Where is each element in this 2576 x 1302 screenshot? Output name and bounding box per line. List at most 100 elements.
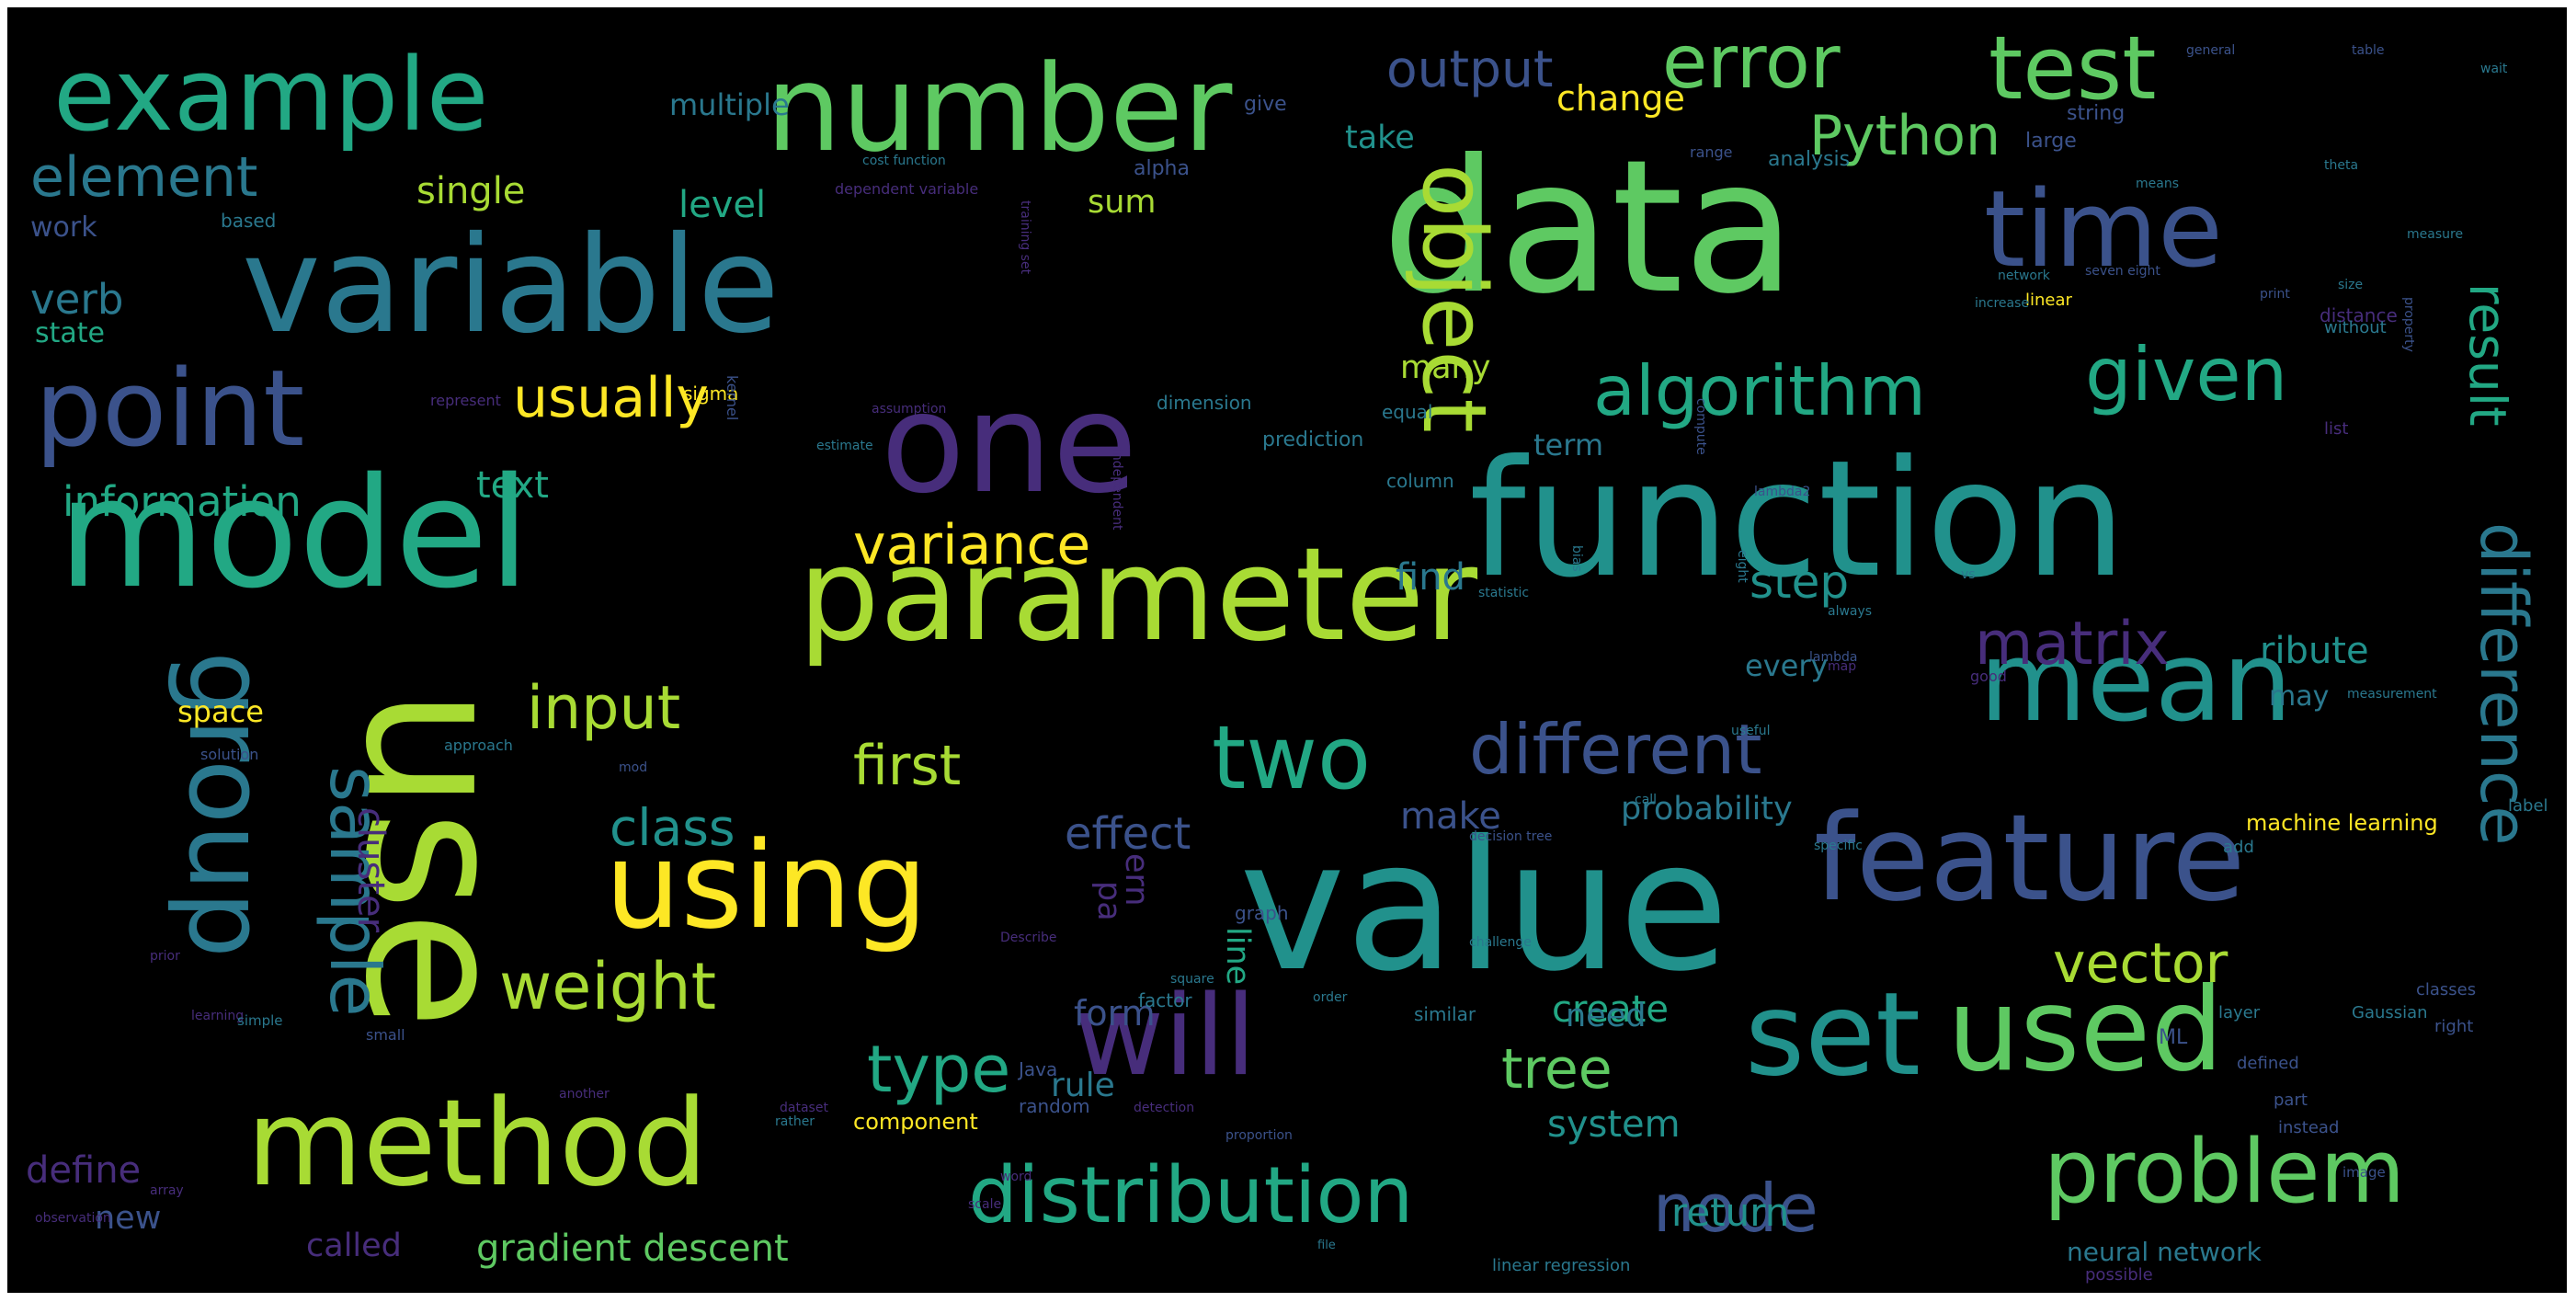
word-function: function: [1469, 427, 2126, 613]
word-measure: measure: [2407, 227, 2464, 242]
word-good: good: [1970, 668, 2007, 685]
word-linear-regression: linear regression: [1492, 1256, 1631, 1275]
word-part: part: [2274, 1091, 2308, 1110]
word-space: space: [177, 694, 264, 729]
word-rule: rule: [1051, 1067, 1115, 1104]
word-based: based: [221, 210, 277, 232]
word-distribution: distribution: [968, 1150, 1414, 1241]
word-variable: variable: [242, 208, 780, 363]
word-useful: useful: [1731, 724, 1771, 738]
word-classes: classes: [2416, 980, 2477, 999]
word-increase: increase: [1975, 296, 2030, 311]
word-give: give: [1244, 93, 1287, 116]
word-square: square: [1170, 972, 1214, 987]
word-lambda: lambda: [1809, 650, 1858, 665]
word-detection: detection: [1134, 1101, 1195, 1115]
word-linear: linear: [2025, 291, 2072, 310]
word-new: new: [95, 1200, 162, 1237]
word-result: result: [2458, 283, 2517, 427]
word-proportion: proportion: [1225, 1128, 1293, 1143]
word-variance: variance: [853, 513, 1091, 577]
word-image: image: [2342, 1164, 2386, 1181]
word-number: number: [766, 39, 1233, 178]
word-information: information: [63, 477, 302, 526]
word-independent: independent: [1110, 449, 1124, 531]
word-random: random: [1019, 1095, 1090, 1117]
word-usually: usually: [513, 366, 709, 430]
word-vs: vs: [1961, 567, 1976, 582]
word-mod: mod: [619, 760, 648, 775]
word-parameter: parameter: [798, 520, 1478, 670]
word-effect: effect: [1065, 808, 1191, 860]
word-rather: rather: [775, 1114, 815, 1129]
word-column: column: [1386, 470, 1454, 492]
word-dependent-variable: dependent variable: [835, 180, 979, 198]
word-will: will: [1074, 973, 1257, 1101]
word-kernel: kernel: [724, 375, 741, 421]
word-java: Java: [1019, 1058, 1058, 1080]
word-statistic: statistic: [1478, 586, 1530, 600]
word-problem: problem: [2044, 1122, 2406, 1223]
word-model: model: [58, 445, 530, 622]
word-return: return: [1671, 1190, 1790, 1235]
word-measurement: measurement: [2347, 687, 2437, 702]
word-graph: graph: [1235, 902, 1289, 924]
word-every: every: [1745, 648, 1829, 683]
word-first: first: [853, 734, 962, 798]
word-component: component: [853, 1109, 978, 1135]
word-given: given: [2085, 332, 2288, 417]
word-node: node: [1653, 1170, 1818, 1247]
word-estimate: estimate: [816, 439, 873, 453]
word-simple: simple: [237, 1012, 283, 1029]
word-sum: sum: [1088, 184, 1157, 221]
word-network: network: [1998, 268, 2050, 283]
word-create: create: [1552, 988, 1669, 1031]
word-state: state: [35, 317, 105, 349]
word-cost-function: cost function: [862, 154, 946, 168]
word-means: means: [2136, 177, 2179, 191]
word-challenge: challenge: [1469, 935, 1532, 950]
word-training-set: training set: [1018, 200, 1032, 275]
word-small: small: [366, 1026, 405, 1044]
word-test: test: [1989, 18, 2157, 120]
word-type: type: [867, 1032, 1011, 1107]
word-different: different: [1469, 709, 1762, 790]
word-time: time: [1984, 168, 2223, 291]
word-tree: tree: [1501, 1037, 1613, 1102]
word-distance: distance: [2320, 304, 2398, 326]
word-need: need: [1566, 998, 1647, 1034]
word-scale: scale: [968, 1197, 1002, 1212]
word-equal: equal: [1382, 401, 1433, 423]
word-two: two: [1212, 708, 1372, 809]
word-call: call: [1635, 793, 1658, 807]
word-without: without: [2324, 318, 2387, 337]
word-pa: pa: [1090, 881, 1127, 921]
word-object: object: [1403, 164, 1504, 433]
word-change: change: [1556, 78, 1685, 119]
word-layer: layer: [2218, 1003, 2261, 1022]
word-called: called: [306, 1228, 402, 1264]
word-probability: probability: [1621, 791, 1793, 828]
word-line: line: [1219, 927, 1256, 986]
word-weight: weight: [499, 949, 717, 1024]
word-using: using: [605, 816, 929, 955]
word-string: string: [2067, 102, 2126, 125]
word-many: many: [1400, 349, 1491, 386]
word-multiple: multiple: [669, 87, 790, 122]
word-text: text: [476, 464, 549, 507]
word-theta: theta: [2324, 158, 2359, 173]
word-take: take: [1345, 120, 1415, 156]
word-alpha: alpha: [1134, 157, 1190, 180]
word-table: table: [2352, 43, 2385, 58]
word-lambda2: lambda2: [1754, 485, 1811, 499]
word-make: make: [1400, 795, 1501, 838]
word-example: example: [53, 36, 489, 154]
word-decision-tree: decision tree: [1469, 829, 1553, 844]
word-possible: possible: [2085, 1265, 2153, 1285]
word-element: element: [30, 145, 258, 210]
word-step: step: [1750, 555, 1850, 609]
word-used: used: [1947, 964, 2224, 1097]
word-prior: prior: [150, 949, 180, 964]
word-matrix: matrix: [1975, 610, 2170, 679]
word-file: file: [1317, 1239, 1336, 1252]
